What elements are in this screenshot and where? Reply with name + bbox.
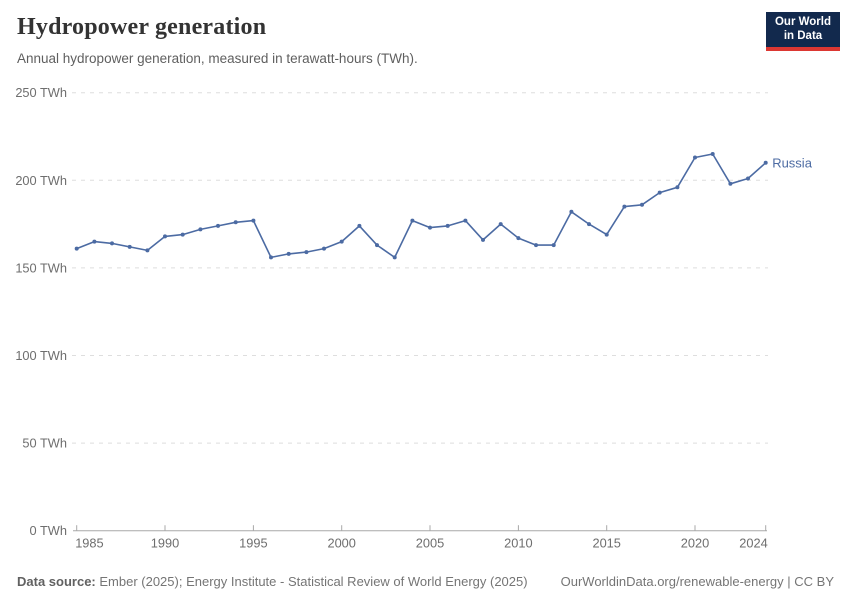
data-point[interactable] — [74, 246, 79, 251]
data-point[interactable] — [516, 236, 521, 241]
x-axis-label: 2010 — [504, 536, 532, 551]
x-axis-label: 1985 — [75, 536, 103, 551]
data-point[interactable] — [587, 222, 591, 227]
data-point[interactable] — [763, 160, 768, 165]
data-point[interactable] — [180, 232, 185, 237]
data-point[interactable] — [216, 223, 220, 228]
y-axis-label: 150 TWh — [15, 260, 67, 275]
x-axis-label: 1995 — [239, 536, 267, 551]
data-point[interactable] — [145, 248, 150, 253]
data-point[interactable] — [392, 255, 397, 260]
x-axis-label: 1990 — [151, 536, 179, 551]
data-point[interactable] — [92, 239, 97, 244]
data-point[interactable] — [110, 241, 114, 246]
data-point[interactable] — [498, 222, 503, 227]
data-point[interactable] — [746, 176, 750, 181]
y-axis-label: 0 TWh — [30, 523, 67, 538]
data-point[interactable] — [534, 243, 538, 248]
data-point[interactable] — [710, 152, 715, 156]
owid-logo[interactable]: Our World in Data — [766, 12, 840, 51]
chart-title: Hydropower generation — [17, 14, 267, 40]
y-axis-label: 50 TWh — [22, 436, 67, 451]
y-axis-label: 250 TWh — [15, 85, 67, 100]
x-axis-label: 2020 — [681, 536, 709, 551]
data-point[interactable] — [357, 223, 362, 228]
data-point[interactable] — [410, 218, 415, 223]
data-point[interactable] — [322, 246, 326, 251]
owid-logo-line1: Our World — [774, 16, 831, 28]
data-point[interactable] — [693, 155, 697, 160]
data-point[interactable] — [728, 181, 733, 186]
x-axis-label: 2024 — [739, 536, 767, 551]
data-point[interactable] — [428, 225, 432, 230]
data-point[interactable] — [463, 218, 468, 223]
data-point[interactable] — [163, 234, 167, 239]
data-source-label: Data source: — [17, 574, 96, 589]
data-point[interactable] — [675, 185, 680, 190]
data-point[interactable] — [286, 251, 291, 256]
x-axis-label: 2015 — [592, 536, 620, 551]
data-point[interactable] — [339, 239, 344, 244]
data-point[interactable] — [304, 250, 309, 255]
y-axis-label: 100 TWh — [15, 348, 67, 363]
x-axis-label: 2005 — [416, 536, 444, 551]
chart-footer: Data source: Ember (2025); Energy Instit… — [17, 574, 834, 589]
chart-subtitle: Annual hydropower generation, measured i… — [17, 51, 418, 66]
series-label-russia[interactable]: Russia — [772, 155, 813, 170]
owid-url-link[interactable]: OurWorldinData.org/renewable-energy | CC… — [560, 574, 834, 589]
data-point[interactable] — [269, 255, 273, 260]
data-point[interactable] — [569, 209, 574, 214]
data-point[interactable] — [551, 243, 556, 248]
data-line[interactable] — [75, 153, 767, 259]
data-point[interactable] — [375, 243, 379, 248]
data-point[interactable] — [233, 220, 238, 225]
owid-logo-line2: in Data — [783, 29, 823, 42]
data-point[interactable] — [481, 237, 485, 242]
data-source: Data source: Ember (2025); Energy Instit… — [17, 574, 528, 589]
data-point[interactable] — [640, 202, 644, 207]
data-point[interactable] — [622, 204, 627, 209]
data-point[interactable] — [198, 227, 203, 232]
data-point[interactable] — [251, 218, 256, 223]
data-point[interactable] — [445, 223, 450, 228]
data-point[interactable] — [127, 244, 132, 249]
data-source-text: Ember (2025); Energy Institute - Statist… — [95, 574, 528, 589]
data-point[interactable] — [657, 190, 662, 195]
x-axis-label: 2000 — [327, 536, 355, 551]
data-point[interactable] — [604, 232, 609, 237]
y-axis-label: 200 TWh — [15, 173, 67, 188]
